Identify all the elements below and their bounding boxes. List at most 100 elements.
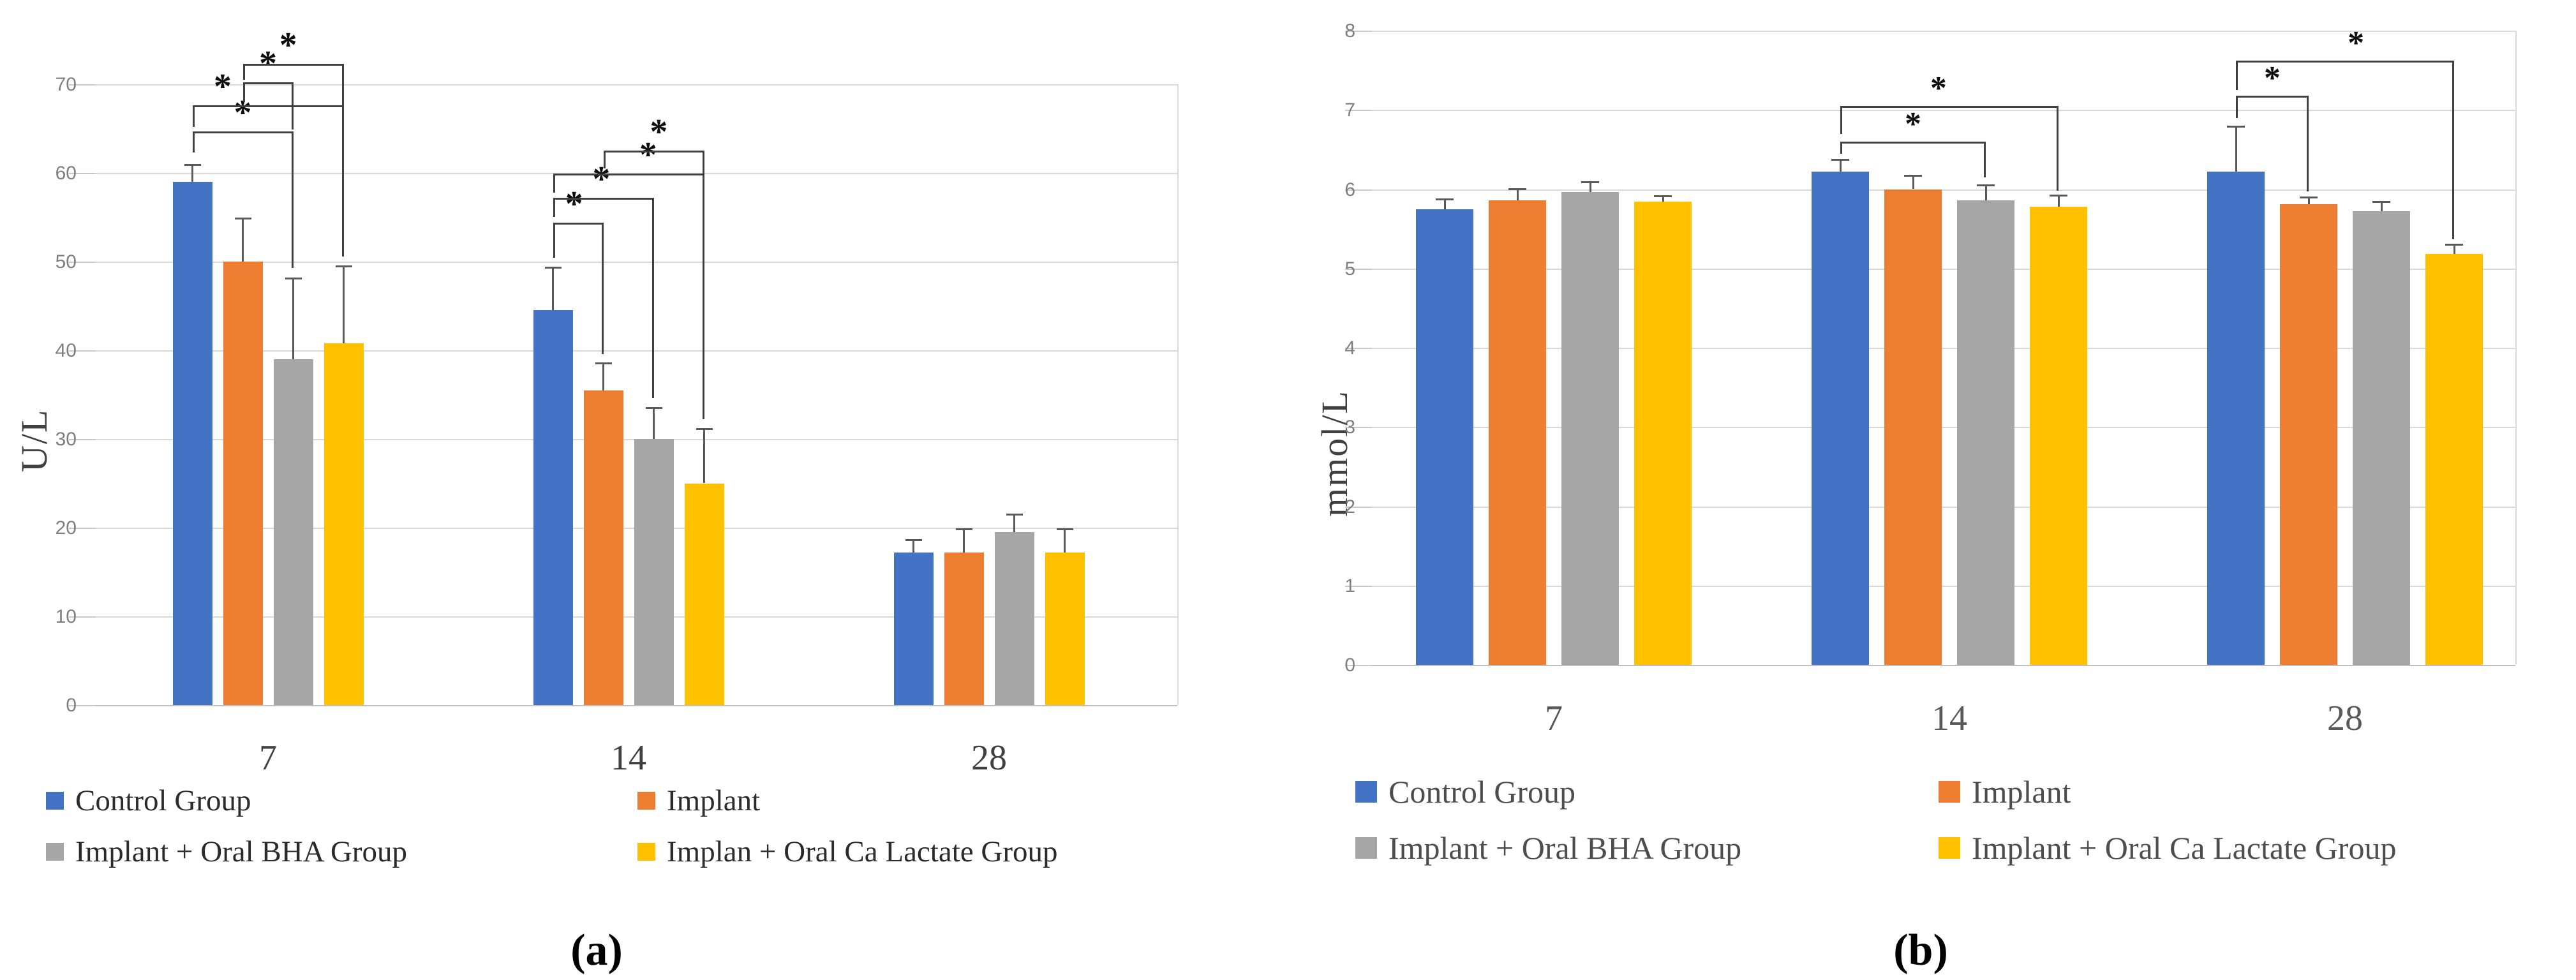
- error-bar-cap: [1581, 181, 1599, 184]
- bar-a-series3-group0: [324, 343, 364, 705]
- significance-bracket-right-leg: [291, 131, 294, 268]
- bar-b-series2-group2: [2353, 211, 2410, 665]
- x-category-label: 14: [611, 738, 646, 778]
- significance-bracket-right-leg: [702, 151, 704, 420]
- error-bar-cap: [2227, 126, 2245, 128]
- chart-a-caption: (a): [570, 926, 623, 975]
- significance-bracket-line: [192, 131, 294, 133]
- gridline-y-0: [96, 705, 1177, 706]
- y-tick-mark: [69, 705, 96, 706]
- error-bar-cap: [1904, 175, 1922, 177]
- y-tick-label: 10: [55, 606, 77, 627]
- error-bar-stem: [552, 267, 554, 311]
- error-bar-stem: [1064, 528, 1066, 553]
- significance-asterisk: *: [650, 112, 668, 152]
- error-bar-stem: [191, 164, 193, 182]
- legend-item-series0: Control Group: [1355, 773, 1575, 810]
- error-bar-cap: [595, 362, 612, 365]
- legend-swatch-series1: [637, 792, 655, 810]
- significance-bracket-line: [2236, 95, 2309, 98]
- error-bar-stem: [703, 428, 705, 484]
- y-tick-mark: [69, 262, 96, 263]
- error-bar-stem: [912, 539, 914, 553]
- legend-item-series3: Implan + Oral Ca Lactate Group: [637, 835, 1057, 869]
- legend-item-series1: Implant: [1939, 773, 2071, 810]
- gridline-y-2: [1372, 506, 2515, 508]
- y-tick-mark: [1345, 348, 1372, 349]
- y-tick-mark: [69, 173, 96, 174]
- error-bar-stem: [602, 362, 604, 390]
- error-bar-stem: [292, 278, 294, 359]
- error-bar-cap: [1056, 528, 1073, 531]
- gridline-y-8: [1372, 31, 2515, 32]
- error-bar-stem: [1516, 188, 1519, 200]
- bar-a-series2-group2: [994, 531, 1034, 705]
- error-bar-cap: [1654, 195, 1672, 198]
- error-bar-cap: [335, 265, 352, 267]
- bar-a-series2-group0: [273, 359, 313, 705]
- y-tick-label: 8: [1344, 20, 1355, 41]
- legend-swatch-series0: [1355, 781, 1377, 803]
- chart-b-serum-calcium: mmol/L 0 1 2 3 4 5 6 7 8 7 14 28 * * * * Control Group I…: [1302, 0, 2576, 980]
- gridline-y-40: [96, 350, 1177, 352]
- gridline-y-0: [1372, 665, 2515, 666]
- legend-swatch-series0: [46, 792, 64, 810]
- error-bar-cap: [285, 278, 302, 280]
- gridline-y-70: [96, 84, 1177, 85]
- bar-b-series1-group0: [1489, 200, 1546, 665]
- legend-label-series0: Control Group: [75, 784, 251, 817]
- y-tick-mark: [1345, 506, 1372, 508]
- error-bar-stem: [2453, 244, 2455, 255]
- significance-bracket-line: [1840, 141, 1986, 144]
- gridline-y-7: [1372, 110, 2515, 112]
- error-bar-stem: [242, 217, 244, 262]
- significance-bracket-left-leg: [192, 131, 195, 153]
- significance-asterisk: *: [213, 67, 232, 107]
- error-bar-cap: [2372, 201, 2390, 204]
- bar-a-series3-group1: [684, 483, 724, 705]
- y-tick-label: 0: [66, 695, 77, 716]
- x-category-label: 14: [1932, 699, 1967, 738]
- significance-bracket-line: [553, 222, 604, 225]
- significance-bracket-line: [553, 197, 654, 200]
- error-bar-cap: [184, 164, 201, 167]
- y-tick-label: 30: [55, 429, 77, 450]
- gridline-y-3: [1372, 427, 2515, 429]
- gridline-y-4: [1372, 348, 2515, 349]
- y-tick-label: 70: [55, 74, 77, 95]
- significance-asterisk: *: [1905, 105, 1921, 142]
- bar-b-series1-group1: [1884, 189, 1942, 665]
- error-bar-cap: [234, 217, 251, 219]
- significance-asterisk: *: [2348, 25, 2365, 62]
- y-tick-mark: [1345, 585, 1372, 587]
- error-bar-cap: [544, 267, 562, 269]
- error-bar-stem: [963, 528, 965, 553]
- significance-bracket-line: [242, 64, 344, 66]
- y-tick-label: 5: [1344, 258, 1355, 279]
- bar-b-series1-group2: [2280, 204, 2337, 665]
- y-tick-mark: [69, 528, 96, 529]
- y-tick-label: 6: [1344, 179, 1355, 200]
- error-bar-cap: [696, 428, 713, 431]
- significance-bracket-right-leg: [651, 197, 654, 399]
- error-bar-cap: [1977, 184, 1995, 187]
- error-bar-cap: [645, 406, 662, 409]
- error-bar-stem: [2057, 195, 2060, 207]
- significance-bracket-line: [1840, 106, 2059, 108]
- significance-bracket-left-leg: [2236, 61, 2238, 91]
- y-tick-mark: [1345, 427, 1372, 429]
- significance-bracket-line: [2236, 61, 2454, 63]
- significance-bracket-right-leg: [341, 64, 344, 256]
- significance-bracket-right-leg: [601, 222, 604, 354]
- significance-bracket-left-leg: [242, 82, 245, 102]
- y-tick-label: 2: [1344, 496, 1355, 517]
- significance-bracket-left-leg: [2236, 95, 2238, 118]
- significance-bracket-right-leg: [2057, 106, 2059, 191]
- y-tick-mark: [69, 84, 96, 85]
- legend-swatch-series2: [1355, 837, 1377, 859]
- y-tick-label: 4: [1344, 338, 1355, 359]
- x-category-label: 7: [259, 738, 277, 778]
- error-bar-stem: [1662, 195, 1664, 202]
- y-tick-label: 50: [55, 251, 77, 272]
